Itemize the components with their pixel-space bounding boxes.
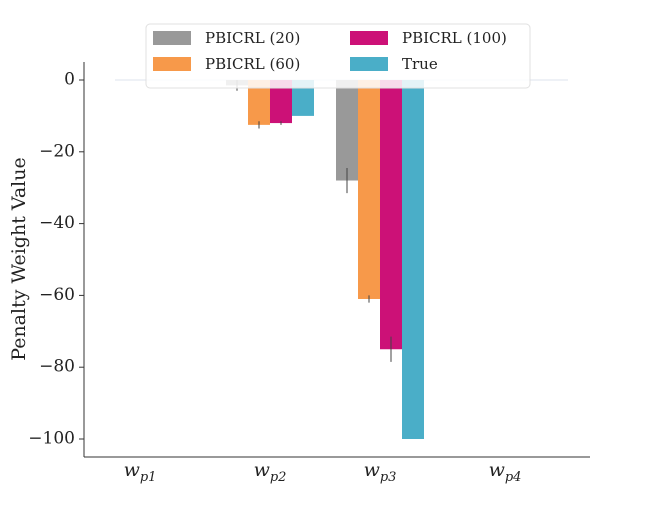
- legend-swatch: [153, 31, 191, 45]
- y-tick-label: −100: [28, 429, 75, 449]
- y-axis-label: Penalty Weight Value: [8, 157, 30, 360]
- y-tick-label: −80: [39, 357, 75, 377]
- bar: [270, 80, 292, 124]
- bars-group: [115, 79, 568, 439]
- legend-box: [145, 23, 531, 89]
- legend-swatch: [350, 57, 388, 71]
- bar: [336, 80, 358, 181]
- x-tick-label: wp4: [489, 459, 522, 485]
- x-tick-label: wp1: [124, 459, 157, 485]
- legend-label: True: [402, 55, 438, 73]
- legend-label: PBICRL (60): [205, 55, 300, 73]
- x-ticks-group: wp1 wp2 wp3 wp4: [124, 459, 522, 485]
- x-tick-label: wp3: [364, 459, 397, 485]
- legend: PBICRL (20) PBICRL (60) PBICRL (100) True: [145, 23, 531, 89]
- bar: [248, 80, 270, 125]
- x-tick-label: wp2: [254, 459, 287, 485]
- y-tick-label: −40: [39, 213, 75, 233]
- y-tick-label: −20: [39, 141, 75, 161]
- legend-label: PBICRL (20): [205, 29, 300, 47]
- legend-label: PBICRL (100): [402, 29, 507, 47]
- y-ticks-group: 0 −20 −40 −60 −80 −100: [28, 70, 84, 449]
- legend-swatch: [350, 31, 388, 45]
- bar: [358, 80, 380, 299]
- y-tick-label: −60: [39, 285, 75, 305]
- bar: [402, 80, 424, 439]
- y-tick-label: 0: [64, 70, 75, 90]
- bar: [292, 80, 314, 116]
- bar: [380, 80, 402, 350]
- legend-swatch: [153, 57, 191, 71]
